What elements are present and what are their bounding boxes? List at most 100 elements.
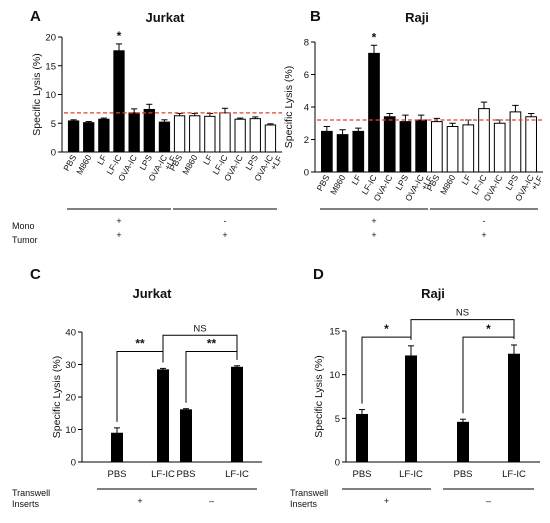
- panel-a-bar: [98, 118, 110, 153]
- panel-a-y-tick-label: 20: [45, 33, 56, 44]
- panel-a-y-tick-label: 0: [51, 148, 56, 159]
- panel-a-x-tick-label: LF: [201, 153, 215, 167]
- panel-a-title: Jurkat: [145, 10, 185, 25]
- panel-a-bar: [249, 118, 261, 153]
- panel-a-y-tick-label: 10: [45, 90, 56, 101]
- panel-b-bar: [525, 116, 537, 173]
- panel-a-bar: [219, 112, 231, 153]
- panel-b-y-tick-label: 2: [304, 135, 309, 146]
- panel-d-bracket-label: *: [486, 322, 491, 336]
- inserts-label-c: Inserts: [12, 499, 40, 509]
- panel-c-title: Jurkat: [132, 286, 172, 301]
- panel-b-y-tick-label: 6: [304, 70, 309, 81]
- panel-b-bar: [509, 111, 522, 173]
- panel-a-mono-value: +: [116, 216, 121, 226]
- panel-label-c: C: [30, 266, 41, 283]
- panel-a-bar: [234, 118, 246, 153]
- panel-b-y-tick-label: 8: [304, 38, 309, 49]
- transwell-label-d: Transwell: [290, 488, 328, 498]
- panel-d-chart: 0 5 10 15 Specific Lysis (%) PBS LF-IC PBS LF-IC…: [313, 308, 540, 506]
- panel-c-y-tick-label: 0: [71, 458, 76, 469]
- panel-d-bracket: [361, 336, 412, 404]
- mono-label: Mono: [12, 221, 35, 231]
- panel-b-bar: [336, 134, 349, 173]
- panel-b-bar: [321, 130, 333, 173]
- panel-a-bar: [67, 120, 80, 153]
- panel-d-bar: [405, 355, 417, 462]
- panel-c-x-tick-label: LF-IC: [225, 469, 249, 480]
- panel-b-y-tick-label: 4: [304, 103, 309, 114]
- panel-a-bar: [264, 124, 277, 153]
- panel-c-bar: [111, 432, 123, 462]
- panel-a-bar: [204, 115, 216, 153]
- panel-b-bar: [431, 121, 443, 173]
- panel-d-y-tick-label: 10: [329, 370, 340, 381]
- panel-c-bracket: [185, 351, 238, 403]
- panel-d-bracket-label: *: [384, 322, 389, 336]
- panel-c-bracket: [162, 334, 238, 363]
- panel-c-transwell-value: +: [137, 496, 142, 506]
- panel-a-bar: [173, 115, 186, 153]
- panel-a-bar: [113, 50, 125, 153]
- panel-a-bar: [158, 121, 171, 153]
- panel-c-x-tick-label: LF-IC: [151, 469, 175, 480]
- panel-c-x-tick-label: PBS: [176, 469, 195, 480]
- panel-c-transwell-value: –: [209, 496, 214, 506]
- panel-c-bar: [157, 369, 169, 462]
- panel-a-bar: [83, 122, 95, 153]
- panel-b-tumor-value: +: [371, 230, 376, 240]
- panel-b-tumor-value: +: [481, 230, 486, 240]
- panel-d-transwell-value: –: [486, 496, 491, 506]
- panel-d-bracket: [462, 336, 515, 414]
- panel-b-x-tick-label: M860: [438, 173, 457, 197]
- panel-b-title: Raji: [405, 10, 429, 25]
- panel-b-bar: [462, 124, 475, 173]
- panel-a-tumor-value: +: [222, 230, 227, 240]
- panel-c-bar: [180, 409, 192, 462]
- panel-b-bar: [415, 119, 427, 173]
- panel-d-x-tick-label: PBS: [453, 469, 472, 480]
- panel-a-y-axis-label: Specific Lysis (%): [31, 53, 43, 135]
- panel-d-y-tick-label: 15: [329, 327, 340, 338]
- panel-b-bar: [368, 52, 380, 173]
- inserts-label-d: Inserts: [290, 499, 318, 509]
- tumor-label: Tumor: [12, 235, 38, 245]
- panel-a-y-tick-label: 15: [45, 61, 56, 72]
- panel-c-y-axis-label: Specific Lysis (%): [51, 356, 63, 438]
- panel-d-x-tick-label: LF-IC: [399, 469, 423, 480]
- panel-a-mono-value: -: [224, 216, 227, 226]
- panel-b-y-axis-label: Specific Lysis (%): [283, 66, 295, 148]
- panel-d-bracket-label: NS: [456, 308, 469, 319]
- panel-b-mono-value: +: [371, 216, 376, 226]
- panel-b-bar: [446, 126, 459, 173]
- panel-c-bracket-label: NS: [193, 323, 206, 334]
- panel-c-y-tick-label: 20: [65, 393, 76, 404]
- panel-b-bar: [493, 122, 506, 173]
- panel-b-significance-mark: *: [372, 30, 377, 44]
- panel-a-x-tick-label: LF: [95, 153, 109, 167]
- panel-d-bracket: [410, 319, 515, 340]
- panel-d-title: Raji: [421, 286, 445, 301]
- panel-c-y-tick-label: 10: [65, 425, 76, 436]
- panel-b-x-tick-label: M860: [328, 173, 347, 197]
- panel-label-b: B: [310, 8, 321, 25]
- panel-b-mono-value: -: [483, 216, 486, 226]
- panel-a-bar: [128, 112, 140, 153]
- panel-c-x-tick-label: PBS: [107, 469, 126, 480]
- panel-d-x-tick-label: LF-IC: [502, 469, 526, 480]
- panel-c-y-tick-label: 40: [65, 328, 76, 339]
- panel-a-significance-mark: *: [117, 29, 122, 43]
- panel-label-d: D: [313, 266, 324, 283]
- panel-b-bar: [399, 121, 412, 173]
- panel-a-x-tick-label: M860: [180, 153, 199, 177]
- panel-d-transwell-value: +: [384, 496, 389, 506]
- panel-d-bar: [508, 353, 520, 462]
- panel-d-y-tick-label: 5: [335, 414, 340, 425]
- panel-label-a: A: [30, 8, 41, 25]
- panel-d-bar: [457, 421, 469, 462]
- panel-b-bar: [383, 116, 396, 173]
